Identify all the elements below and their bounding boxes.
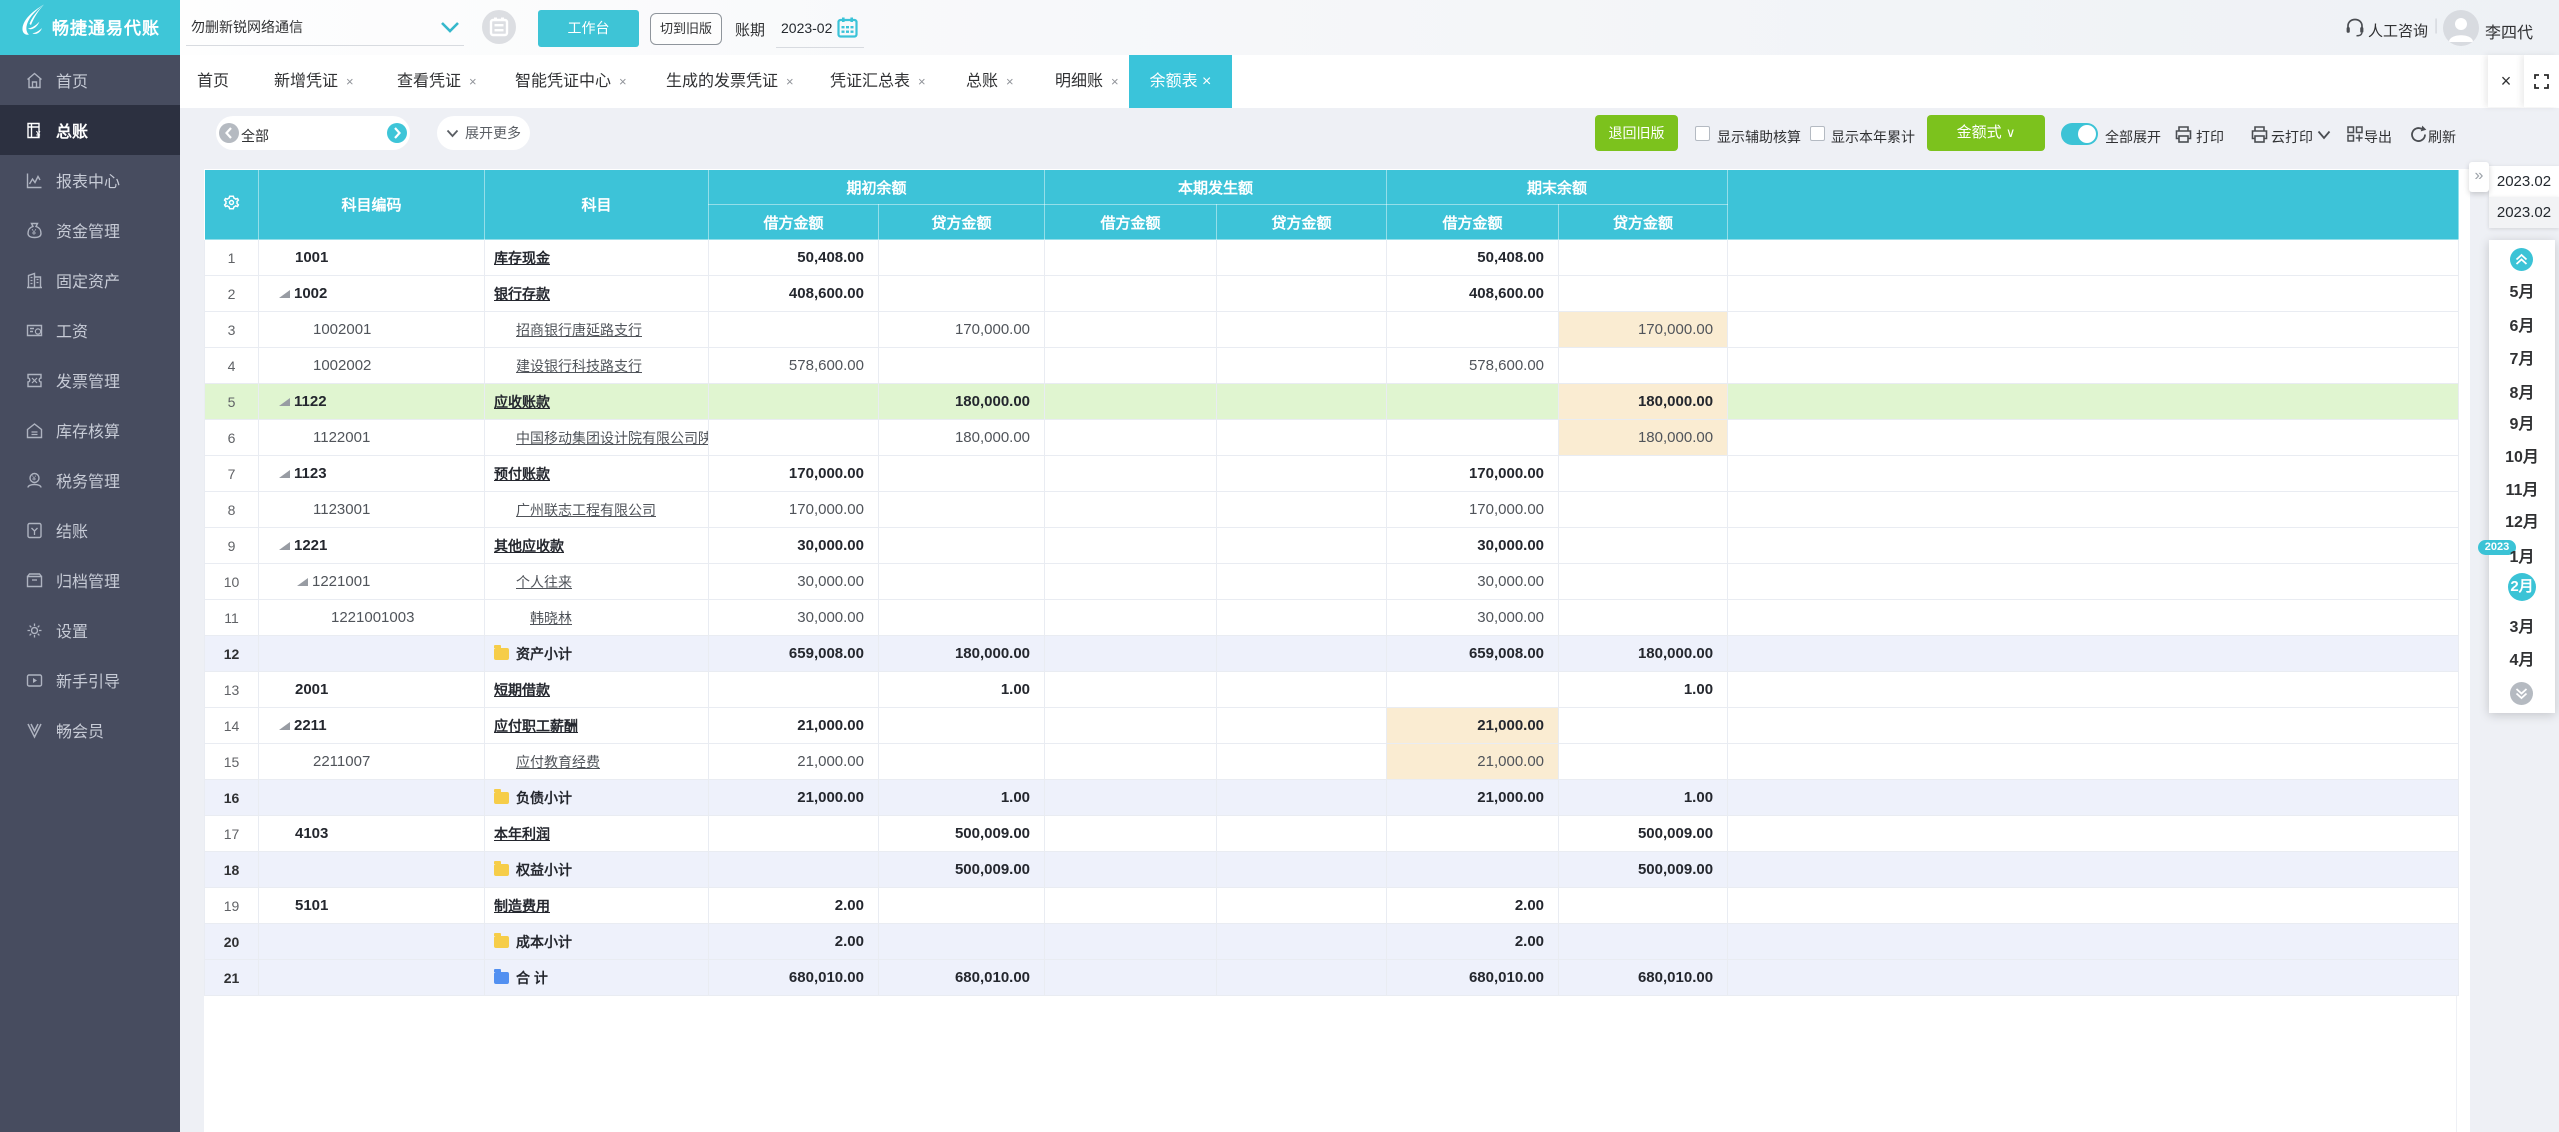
svg-text:¥: ¥ bbox=[31, 228, 37, 237]
svg-text:¥: ¥ bbox=[32, 474, 37, 483]
svg-text:¥: ¥ bbox=[36, 130, 41, 139]
